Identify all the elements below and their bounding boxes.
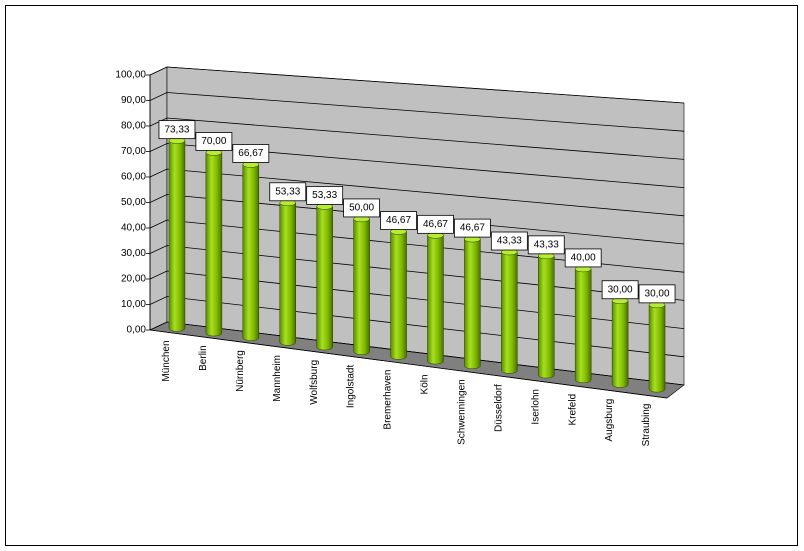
x-tick-label: Bremerhaven xyxy=(383,370,394,430)
y-tick-label: 80,00 xyxy=(121,121,146,132)
value-label: 43,33 xyxy=(497,236,522,247)
value-label-box xyxy=(601,280,639,300)
value-label: 40,00 xyxy=(571,253,596,264)
bar xyxy=(353,218,370,355)
bar xyxy=(464,238,481,369)
value-label-box xyxy=(490,231,528,251)
value-label: 50,00 xyxy=(349,203,374,214)
value-label: 70,00 xyxy=(201,136,226,147)
y-tick-label: 0,00 xyxy=(127,325,147,336)
y-tick-label: 20,00 xyxy=(121,274,146,285)
x-tick-label: Schwenningen xyxy=(457,379,468,445)
value-label-box xyxy=(269,182,307,202)
x-tick-label: Düsseldorf xyxy=(493,384,504,432)
value-label: 73,33 xyxy=(164,124,189,135)
x-tick-label: Nürnberg xyxy=(235,350,246,392)
value-label: 53,33 xyxy=(275,186,300,197)
grid-line xyxy=(149,117,685,160)
plot-area: 0,00 10,00 20,00 30,00 40,00 50,00 60,00 70,00 8… xyxy=(115,66,685,447)
bar xyxy=(427,235,444,365)
bar xyxy=(648,304,666,393)
x-tick-label: Berlin xyxy=(198,345,209,371)
y-tick-label: 100,00 xyxy=(115,70,146,81)
x-tick-label: München xyxy=(161,340,172,381)
value-label-box xyxy=(195,132,233,151)
value-label: 30,00 xyxy=(608,284,633,295)
x-tick-label: Augsburg xyxy=(604,399,615,442)
y-tick-label: 40,00 xyxy=(121,223,146,234)
bar xyxy=(316,206,333,351)
x-tick-label: Straubing xyxy=(641,404,652,447)
y-tick-label: 70,00 xyxy=(121,146,146,157)
x-axis xyxy=(149,329,668,399)
x-tick-label: Krefeld xyxy=(567,394,578,426)
value-label-box xyxy=(453,218,491,238)
grid-line xyxy=(149,194,685,245)
value-label-box xyxy=(306,186,344,205)
y-tick-label: 90,00 xyxy=(121,95,146,106)
value-label-box xyxy=(417,214,454,234)
grid-line xyxy=(149,92,685,132)
bar xyxy=(279,202,296,346)
value-label: 53,33 xyxy=(312,190,337,201)
value-label-box xyxy=(527,235,565,255)
y-tick-label: 60,00 xyxy=(121,172,146,183)
value-label: 43,33 xyxy=(534,239,559,250)
bar xyxy=(205,152,223,337)
bar xyxy=(574,268,592,384)
y-tick-label: 10,00 xyxy=(121,299,146,310)
x-tick-label: Iserlohn xyxy=(530,389,541,425)
grid-line xyxy=(149,168,685,217)
value-label-box xyxy=(232,144,270,163)
bar xyxy=(501,251,518,374)
value-label-box xyxy=(638,284,676,304)
y-tick-label: 50,00 xyxy=(121,197,146,208)
value-label: 66,67 xyxy=(238,148,263,159)
value-label: 46,67 xyxy=(386,215,411,226)
grid-line xyxy=(149,66,685,104)
bar xyxy=(611,300,629,388)
value-label: 30,00 xyxy=(645,288,670,299)
bar xyxy=(538,255,555,379)
value-label-box xyxy=(158,120,196,140)
bar xyxy=(242,164,260,341)
y-tick-label: 30,00 xyxy=(121,248,146,259)
bar xyxy=(168,140,186,332)
x-tick-label: Köln xyxy=(420,374,431,394)
x-tick-label: Mannheim xyxy=(272,355,283,402)
value-label-box xyxy=(343,198,381,218)
value-label-box xyxy=(564,248,602,268)
value-label-box xyxy=(380,211,417,230)
bar xyxy=(390,231,407,360)
value-label: 46,67 xyxy=(460,223,485,234)
x-tick-label: Wolfsburg xyxy=(309,360,320,405)
x-tick-label: Ingolstadt xyxy=(346,365,357,409)
grid-line xyxy=(149,143,685,188)
value-label: 46,67 xyxy=(423,219,448,230)
